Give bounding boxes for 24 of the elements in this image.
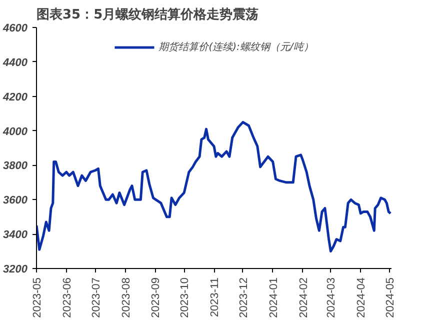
legend-label: 期货结算价(连续):螺纹钢（元/吨） bbox=[158, 40, 314, 54]
x-tick-label: 2023-10 bbox=[179, 277, 192, 318]
x-tick-label: 2023-12 bbox=[238, 277, 250, 318]
x-tick-label: 2023-06 bbox=[61, 277, 74, 318]
x-tick-label: 2023-05 bbox=[32, 277, 44, 318]
y-tick-label: 3600 bbox=[3, 194, 28, 207]
line-series bbox=[36, 120, 392, 253]
x-tick-label: 2024-05 bbox=[384, 277, 397, 318]
y-tick-label: 4600 bbox=[2, 22, 28, 34]
x-tick-label: 2023-07 bbox=[90, 277, 102, 318]
x-tick-label: 2023-08 bbox=[120, 277, 132, 318]
x-tick-label: 2024-01 bbox=[268, 277, 280, 318]
x-tick-label: 2023-09 bbox=[150, 277, 162, 318]
y-tick-label: 3400 bbox=[3, 229, 28, 242]
y-tick-label: 4200 bbox=[2, 91, 28, 104]
y-tick-label: 3200 bbox=[3, 264, 28, 276]
y-tick-label: 3800 bbox=[3, 160, 28, 172]
x-tick-label: 2024-04 bbox=[356, 277, 368, 318]
x-tick-label: 2023-11 bbox=[209, 277, 221, 318]
chart-title: 图表35：5月螺纹钢结算价格走势震荡 bbox=[36, 6, 259, 22]
y-tick-label: 4400 bbox=[2, 56, 28, 69]
x-tick-label: 2024-02 bbox=[298, 277, 310, 318]
y-tick-label: 4000 bbox=[2, 126, 28, 138]
x-tick-label: 2024-03 bbox=[326, 277, 338, 318]
